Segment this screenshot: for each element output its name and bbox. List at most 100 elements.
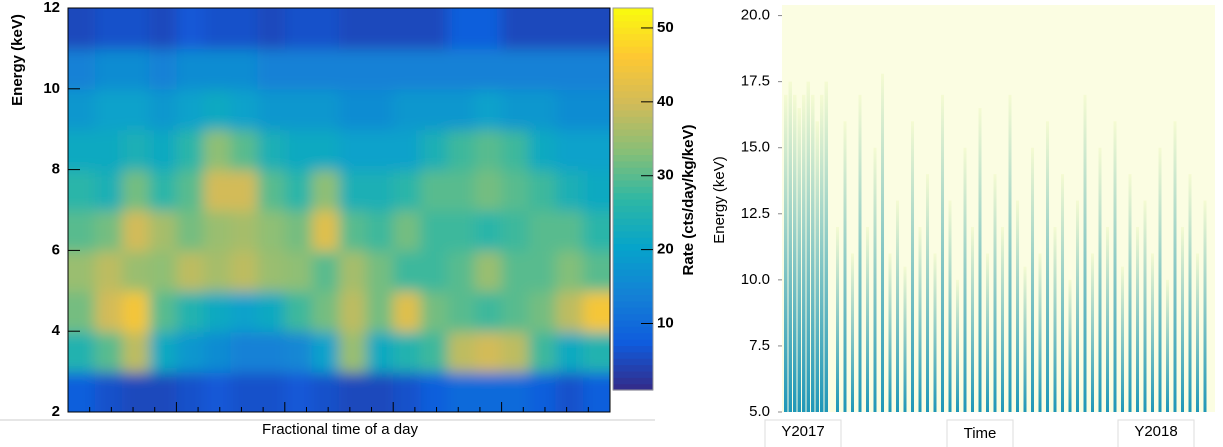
stripe	[843, 121, 847, 413]
colorbar-band	[613, 370, 653, 378]
heat-cell	[203, 331, 232, 373]
y-tick-label: 10.0	[741, 271, 770, 288]
heat-cell	[366, 210, 395, 252]
heat-cell	[366, 250, 395, 292]
colorbar-band	[613, 33, 653, 41]
y-tick-label: 5.0	[749, 403, 770, 420]
heat-cell	[555, 169, 584, 211]
colorbar-band	[613, 90, 653, 98]
colorbar-band	[613, 179, 653, 187]
stripe	[815, 121, 819, 413]
colorbar-band	[613, 71, 653, 79]
heat-cell	[68, 371, 97, 412]
stripe	[1098, 147, 1102, 412]
heat-cell	[555, 88, 584, 131]
stripe	[881, 73, 884, 412]
x-label-box	[1117, 419, 1195, 447]
colorbar-band	[613, 326, 653, 334]
heat-cell	[68, 8, 97, 50]
stripe	[1136, 227, 1139, 412]
stripe	[1106, 227, 1109, 412]
heat-cell	[339, 129, 368, 171]
heat-cell	[176, 371, 205, 412]
heat-cell	[393, 129, 422, 171]
stripe	[1181, 227, 1184, 412]
x-tick-label: Y2018	[1134, 423, 1177, 440]
stripe	[866, 227, 869, 412]
heat-cell	[149, 48, 178, 90]
heat-cell	[501, 88, 530, 131]
heat-cell	[257, 331, 286, 373]
heat-cell	[284, 331, 313, 373]
heat-cell	[203, 8, 232, 50]
heat-cell	[95, 169, 124, 211]
heat-cell	[284, 88, 313, 131]
colorbar-band	[613, 211, 653, 219]
heat-cell	[420, 169, 449, 211]
colorbar-band	[613, 275, 653, 283]
heat-cell	[474, 48, 503, 90]
colorbar-label: Rate (cts/day/kg/keV)	[680, 125, 697, 276]
stripe	[836, 227, 839, 412]
heat-cell	[203, 129, 232, 171]
stripe	[788, 81, 792, 413]
colorbar-band	[613, 383, 653, 391]
heat-cell	[257, 88, 286, 131]
colorbar-band	[613, 377, 653, 385]
colorbar-tick-label: 10	[657, 314, 674, 331]
colorbar-band	[613, 364, 653, 372]
stripe	[1143, 200, 1147, 412]
heat-cell	[528, 210, 557, 252]
stripe	[1173, 121, 1177, 413]
heat-cell	[176, 88, 205, 131]
y-tick-label: 12	[43, 0, 60, 16]
stripe	[918, 227, 922, 412]
colorbar-band	[613, 27, 653, 35]
heat-cell	[528, 371, 557, 412]
heat-cell	[420, 371, 449, 412]
heat-cell	[582, 129, 610, 171]
heat-cell	[501, 48, 530, 90]
stripe	[858, 94, 862, 412]
heat-cell	[474, 8, 503, 50]
stripe	[1023, 266, 1027, 412]
colorbar-band	[613, 288, 653, 296]
heat-cell	[311, 210, 340, 252]
colorbar-band	[613, 46, 653, 54]
heat-cell	[393, 210, 422, 252]
colorbar-band	[613, 167, 653, 175]
heat-cell	[311, 371, 340, 412]
heat-cell	[230, 8, 259, 50]
stripe	[1001, 227, 1004, 412]
heat-cell	[230, 48, 259, 90]
colorbar-tick-label: 40	[657, 93, 674, 110]
stripe	[1128, 174, 1132, 412]
heat-cell	[582, 371, 610, 412]
stripe	[1061, 174, 1064, 412]
heat-cell	[501, 331, 530, 373]
heat-cell	[393, 169, 422, 211]
heat-cell	[257, 48, 286, 90]
x-label-box	[764, 419, 842, 447]
colorbar-band	[613, 103, 653, 111]
heat-cell	[528, 8, 557, 50]
heat-cell	[582, 331, 610, 373]
stripe	[1031, 147, 1034, 412]
heat-cell	[555, 129, 584, 171]
y-tick-label: 6	[52, 241, 60, 258]
heat-cell	[176, 290, 205, 333]
colorbar-band	[613, 300, 653, 308]
colorbar-band	[613, 319, 653, 327]
heat-cell	[257, 210, 286, 252]
colorbar-band	[613, 109, 653, 117]
heat-cell	[203, 88, 232, 131]
colorbar-band	[613, 186, 653, 194]
heat-cell	[582, 48, 610, 90]
heat-cell	[339, 48, 368, 90]
heat-cell	[95, 290, 124, 333]
heat-cell	[528, 129, 557, 171]
heat-cell	[284, 210, 313, 252]
colorbar-band	[613, 332, 653, 340]
colorbar-band	[613, 8, 653, 15]
heat-cell	[95, 210, 124, 252]
